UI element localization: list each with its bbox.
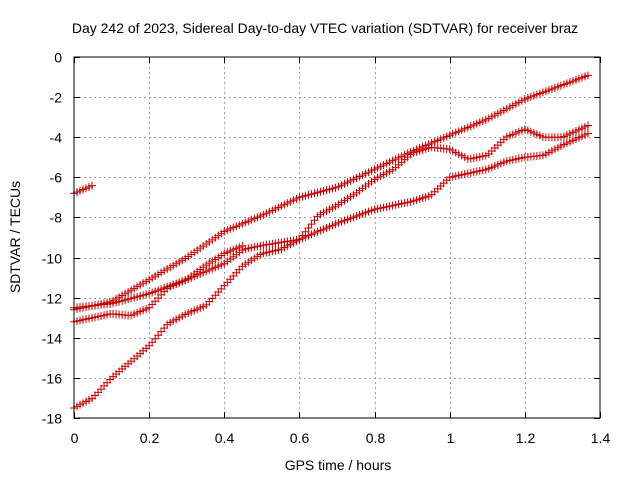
x-tick-label: 1: [447, 430, 455, 446]
series-track-b: [70, 71, 592, 314]
x-tick-label: 0.2: [140, 430, 160, 446]
axes: 0 0.2 0.4 0.6 0.8 1 1.2 1.4 0 -2 -4 -6 -8 -10 -12 -14 -1…: [42, 50, 611, 447]
y-tick-label: -4: [50, 130, 63, 146]
chart-title: Day 242 of 2023, Sidereal Day-to-day VTE…: [72, 20, 578, 36]
y-axis-label: SDTVAR / TECUs: [7, 181, 23, 293]
y-tick-label: -18: [42, 411, 62, 427]
y-tick-label: -2: [50, 90, 63, 106]
plot-frame: [73, 56, 601, 419]
y-tick-label: -8: [50, 210, 63, 226]
x-tick-label: 0: [71, 430, 79, 446]
series-track-e: [70, 121, 592, 412]
y-tick-label: -12: [42, 291, 62, 307]
x-tick-label: 0.8: [366, 430, 386, 446]
data-point: [583, 71, 592, 80]
y-tick-label: -6: [50, 170, 63, 186]
x-tick-label: 0.6: [290, 430, 310, 446]
y-tick-label: 0: [54, 50, 62, 66]
x-axis-label: GPS time / hours: [285, 457, 392, 473]
data-point: [583, 129, 592, 138]
data-point: [583, 121, 592, 130]
x-tick-label: 0.4: [215, 430, 235, 446]
x-tick-label: 1.2: [516, 430, 536, 446]
series-track-c: [70, 129, 592, 312]
data-point: [238, 241, 247, 250]
y-tick-label: -14: [42, 331, 62, 347]
data-series: [70, 71, 592, 412]
series-track-d: [70, 241, 247, 326]
data-point: [88, 181, 97, 190]
x-tick-label: 1.4: [591, 430, 611, 446]
y-tick-label: -10: [42, 251, 62, 267]
y-tick-label: -16: [42, 371, 62, 387]
